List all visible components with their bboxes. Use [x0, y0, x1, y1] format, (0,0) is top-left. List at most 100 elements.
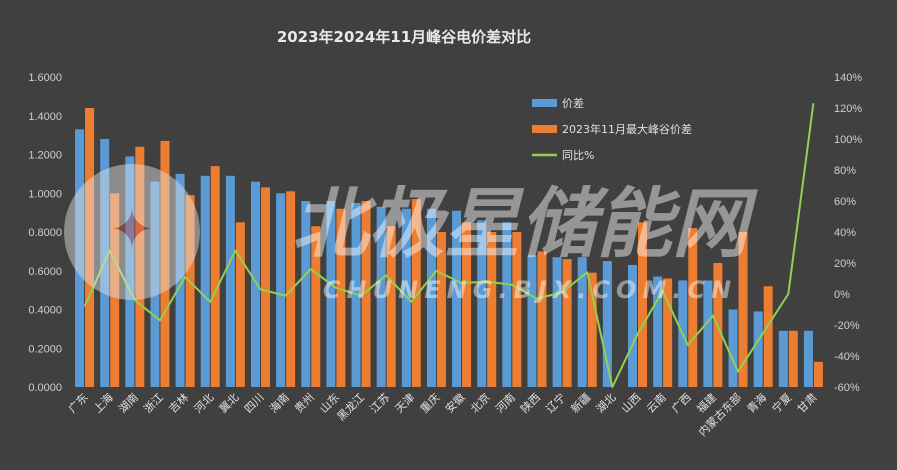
bar-price-diff — [602, 261, 612, 387]
left-axis-tick: 0.4000 — [28, 305, 62, 317]
bar-2023-max-diff — [160, 140, 170, 387]
right-axis-tick: 120% — [834, 103, 862, 115]
bar-2023-max-diff — [663, 278, 673, 387]
category-label: 广西 — [669, 391, 694, 416]
bar-price-diff — [225, 175, 235, 387]
bar-2023-max-diff — [386, 226, 396, 387]
category-label: 新疆 — [568, 390, 593, 415]
left-axis-tick: 0.0000 — [28, 382, 62, 394]
bar-price-diff — [200, 175, 210, 387]
bar-2023-max-diff — [210, 166, 220, 387]
category-label: 宁夏 — [769, 390, 794, 415]
left-axis-tick: 0.8000 — [28, 227, 62, 239]
bar-2023-max-diff — [185, 195, 195, 387]
category-label: 吉林 — [166, 390, 191, 415]
bar-price-diff — [376, 206, 386, 387]
category-label: 冀北 — [216, 390, 241, 415]
bar-price-diff — [703, 280, 713, 387]
category-label: 辽宁 — [543, 390, 568, 415]
bar-price-diff — [803, 330, 813, 387]
right-axis-tick: 100% — [834, 134, 862, 146]
watermark-main: 北极星储能网 — [292, 179, 758, 268]
category-label: 山西 — [619, 391, 644, 416]
bar-price-diff — [728, 309, 738, 387]
category-label: 湖南 — [116, 391, 141, 416]
bar-price-diff — [276, 193, 286, 387]
category-label: 上海 — [90, 390, 115, 415]
category-label: 黑龙江 — [335, 391, 368, 424]
bar-price-diff — [552, 257, 562, 387]
bar-price-diff — [125, 156, 135, 387]
watermark-logo — [64, 164, 200, 300]
bar-price-diff — [477, 220, 487, 387]
left-axis-tick: 0.2000 — [28, 343, 62, 355]
right-axis-tick: 0% — [834, 289, 850, 301]
line-series — [83, 103, 815, 388]
category-label: 河南 — [493, 391, 518, 416]
bar-2023-max-diff — [763, 286, 773, 387]
right-axis-tick: 80% — [834, 165, 856, 177]
bar-price-diff — [577, 257, 587, 387]
bar-price-diff — [628, 264, 637, 387]
left-y-axis: 0.0000 0.2000 0.4000 0.6000 0.8000 1.0000 1.20… — [28, 72, 62, 394]
bar-2023-max-diff — [512, 232, 522, 387]
bar-2023-max-diff — [311, 226, 321, 387]
right-y-axis: -60% -40% -20% 0% 20% 40% 60% 80% 100% 120% 140% — [834, 72, 862, 394]
bar-2023-max-diff — [462, 222, 472, 387]
bar-2023-max-diff — [235, 222, 245, 387]
left-axis-tick: 0.6000 — [28, 266, 62, 278]
category-label: 重庆 — [417, 390, 442, 415]
watermark: ✦ 北极星储能网 CHUNENG.BJX.COM.CN — [64, 164, 758, 304]
bar-2023-max-diff — [135, 146, 145, 387]
bar-2023-max-diff — [487, 232, 497, 387]
category-label: 湖北 — [594, 391, 619, 416]
left-axis-tick: 1.0000 — [28, 188, 62, 200]
bar-price-diff — [75, 129, 85, 387]
category-label: 河北 — [192, 391, 217, 416]
legend-swatch — [532, 125, 557, 133]
right-axis-tick: -20% — [834, 320, 860, 332]
watermark-sub: CHUNENG.BJX.COM.CN — [323, 276, 737, 304]
right-axis-tick: -60% — [834, 382, 860, 394]
bar-2023-max-diff — [638, 222, 647, 387]
category-label: 广东 — [66, 391, 91, 416]
category-label: 青海 — [744, 390, 769, 415]
bar-2023-max-diff — [587, 272, 597, 387]
left-axis-tick: 1.2000 — [28, 150, 62, 162]
bar-2023-max-diff — [436, 232, 446, 387]
chart-title: 2023年2024年11月峰谷电价差对比 — [277, 28, 531, 46]
bar-price-diff — [502, 222, 512, 387]
line-yoy-percent — [83, 103, 815, 388]
bar-2023-max-diff — [85, 108, 95, 387]
right-axis-tick: 20% — [834, 258, 856, 270]
right-axis-tick: 140% — [834, 72, 862, 84]
bar-2023-max-diff — [738, 232, 748, 387]
legend-swatch — [532, 99, 557, 107]
legend-label: 2023年11月最大峰谷价差 — [562, 122, 692, 136]
bar-price-diff — [175, 173, 185, 387]
bar-2023-max-diff — [411, 199, 421, 387]
bar-price-diff — [527, 255, 537, 387]
bar-price-diff — [301, 201, 311, 387]
bar-2023-max-diff — [537, 251, 547, 387]
category-label: 浙江 — [141, 391, 166, 416]
bar-price-diff — [251, 181, 260, 387]
right-axis-tick: 60% — [834, 196, 856, 208]
category-label: 甘肃 — [795, 391, 820, 416]
bar-2023-max-diff — [361, 201, 371, 387]
bar-2023-max-diff — [110, 193, 120, 387]
category-label: 贵州 — [292, 391, 317, 416]
category-label: 江苏 — [368, 391, 393, 416]
bar-2023-max-diff — [688, 228, 698, 387]
watermark-logo-mark: ✦ — [109, 198, 154, 261]
bar-price-diff — [326, 201, 336, 387]
bar-price-diff — [150, 181, 160, 387]
right-axis-tick: -40% — [834, 351, 860, 363]
category-labels: 广东 上海 湖南 浙江 吉林 河北 冀北 四川 海南 贵州 山东黑龙江 江苏 天津 重庆 安徽 北京 河南 陕西辽… — [66, 390, 820, 439]
bar-2023-max-diff — [261, 187, 270, 387]
category-label: 云南 — [644, 391, 669, 416]
legend-label: 价差 — [562, 96, 584, 110]
right-axis-tick: 40% — [834, 227, 856, 239]
category-label: 安徽 — [442, 390, 467, 415]
